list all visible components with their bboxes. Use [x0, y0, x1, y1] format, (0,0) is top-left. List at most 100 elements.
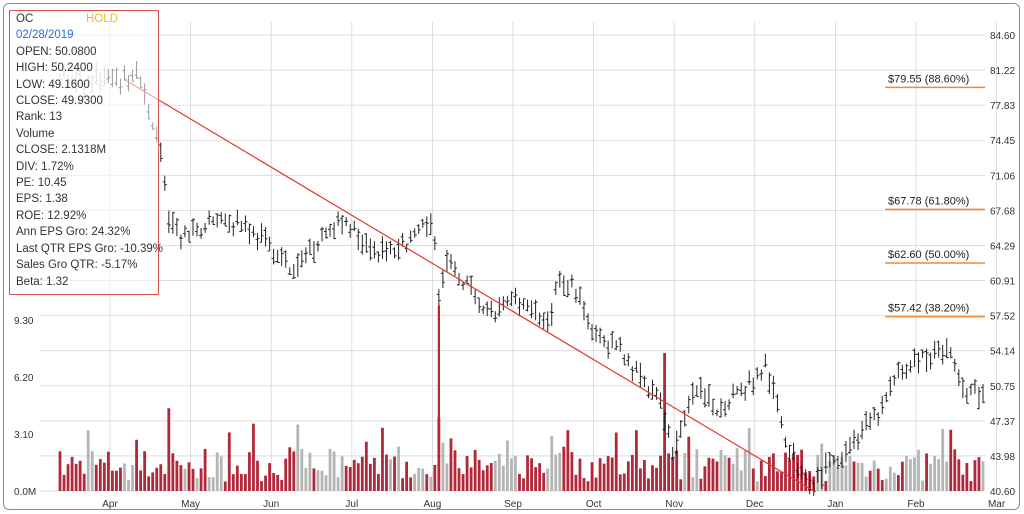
volume-bar — [618, 474, 622, 491]
volume-bar — [707, 457, 711, 491]
month-tick-label: Dec — [746, 499, 764, 510]
volume-bar — [227, 432, 231, 491]
volume-bar — [409, 477, 413, 491]
volume-bar — [179, 465, 183, 491]
volume-bar — [244, 474, 247, 491]
volume-bar — [312, 468, 316, 491]
volume-bar — [590, 462, 594, 491]
volume-bar — [308, 452, 312, 491]
volume-bar — [876, 468, 880, 491]
volume-bar — [888, 466, 892, 491]
volume-bar — [651, 465, 654, 491]
price-tick-label: 60.91 — [990, 277, 1015, 288]
volume-bar — [276, 474, 280, 491]
volume-bar — [763, 476, 767, 491]
volume-bar — [836, 466, 840, 491]
volume-bar — [155, 467, 159, 491]
volume-bar — [219, 456, 223, 491]
volume-bar — [324, 475, 328, 491]
volume-bar — [683, 453, 687, 491]
fib-level-label: $57.42 (38.20%) — [888, 303, 969, 315]
volume-bar — [546, 468, 550, 491]
volume-bar — [195, 478, 199, 491]
volume-bar — [70, 456, 74, 491]
volume-bar — [123, 463, 126, 491]
fib-level-label: $79.55 (88.60%) — [888, 73, 969, 85]
volume-bar — [372, 457, 376, 491]
month-tick-label: Jun — [263, 499, 279, 510]
month-tick-label: Mar — [988, 499, 1006, 510]
info-div: DIV: 1.72% — [16, 160, 74, 173]
volume-bar — [344, 465, 348, 491]
volume-bar — [969, 481, 973, 491]
info-eps: EPS: 1.38 — [16, 193, 68, 206]
info-close: CLOSE: 49.9300 — [16, 95, 103, 108]
month-tick-label: Sep — [504, 499, 522, 510]
volume-bar — [203, 448, 207, 491]
volume-bar — [401, 478, 404, 491]
price-tick-label: 47.37 — [990, 417, 1015, 428]
volume-bar — [147, 476, 151, 491]
volume-bar — [139, 470, 143, 491]
month-tick-label: Feb — [907, 499, 925, 510]
volume-bar — [211, 477, 215, 491]
volume-bar — [776, 471, 779, 491]
volume-bar — [735, 448, 739, 491]
volume-bar — [332, 451, 336, 491]
volume-bar — [731, 463, 735, 491]
volume-bar — [62, 474, 66, 491]
volume-bar — [280, 480, 284, 491]
volume-bar — [824, 481, 828, 491]
volume-bar — [905, 455, 908, 491]
volume-bar — [518, 473, 521, 491]
volume-bar — [135, 439, 138, 491]
volume-bar — [296, 424, 300, 491]
volume-bar — [675, 450, 679, 491]
info-pe: PE: 10.45 — [16, 177, 67, 190]
price-tick-label: 40.60 — [990, 487, 1015, 498]
volume-bar — [711, 458, 715, 491]
volume-bar — [119, 467, 122, 491]
volume-bar — [892, 472, 896, 491]
volume-bar — [417, 467, 421, 491]
volume-bar — [639, 468, 642, 491]
volume-tick-label: 6.20 — [14, 373, 34, 384]
volume-tick-label: 0.0M — [14, 487, 36, 498]
volume-bar — [780, 471, 783, 491]
month-tick-label: Oct — [586, 499, 602, 510]
volume-bar — [393, 456, 396, 491]
info-rank: Rank: 13 — [16, 111, 63, 124]
volume-bar — [880, 480, 884, 491]
info-last-qtr-eps-gro: Last QTR EPS Gro: -10.39% — [16, 242, 164, 255]
volume-bar — [594, 477, 598, 491]
volume-bar — [643, 459, 646, 491]
month-tick-label: Jul — [345, 499, 358, 510]
volume-bar — [264, 475, 267, 491]
volume-bar — [743, 450, 747, 491]
fib-level-label: $67.78 (61.80%) — [888, 195, 969, 207]
volume-bar — [235, 465, 239, 491]
volume-bar — [461, 474, 465, 491]
volume-bar — [433, 464, 437, 491]
volume-bar — [441, 442, 445, 491]
volume-bar — [465, 456, 469, 491]
volume-bar — [929, 463, 933, 491]
volume-bar — [739, 470, 743, 491]
volume-bar — [542, 472, 546, 491]
volume-bar — [751, 468, 755, 491]
volume-bar — [377, 474, 380, 491]
volume-bar — [961, 474, 965, 491]
volume-bar — [945, 461, 949, 491]
volume-bar — [973, 460, 977, 491]
volume-bar — [558, 452, 562, 491]
volume-bar — [199, 468, 203, 491]
volume-bar — [445, 463, 449, 491]
volume-tick-label: 9.30 — [14, 316, 34, 327]
volume-bar — [356, 463, 360, 491]
volume-bar — [852, 461, 856, 491]
info-date: 02/28/2019 — [16, 29, 74, 42]
volume-bar — [183, 468, 187, 491]
info-header: OC HOLD — [16, 11, 158, 27]
volume-bar — [175, 460, 179, 491]
volume-bar — [586, 481, 590, 491]
